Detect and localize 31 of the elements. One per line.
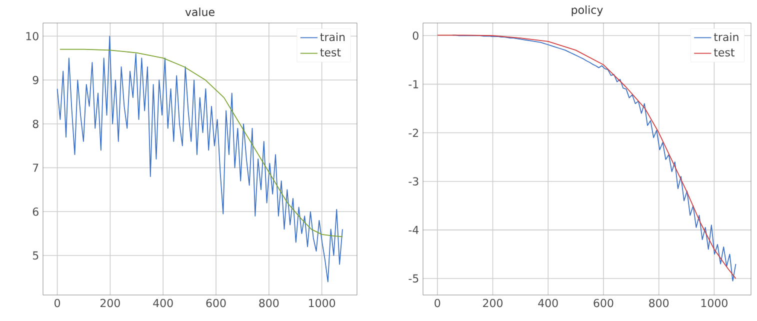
y-tick-label: 5 [32, 251, 38, 260]
x-tick-label: 400 [538, 298, 558, 308]
x-tick-label: 600 [206, 298, 226, 308]
chart-title: policy [572, 5, 603, 16]
y-tick-label: -3 [408, 177, 418, 186]
y-tick-label: -2 [408, 128, 418, 137]
y-tick-label: -4 [408, 226, 419, 234]
x-tick-label: 600 [594, 298, 614, 308]
y-tick-label: 6 [32, 207, 38, 216]
chart-title: value [185, 8, 214, 16]
x-tick-label: 0 [434, 298, 440, 308]
legend-label: test [714, 48, 734, 57]
legend-label: train [320, 32, 345, 42]
x-tick-label: 800 [259, 298, 279, 308]
x-tick-label: 1000 [701, 298, 728, 308]
x-tick-label: 400 [153, 298, 173, 308]
x-tick-label: 200 [100, 298, 120, 308]
legend-label: test [320, 48, 341, 57]
legend-label: train [714, 32, 738, 42]
y-tick-label: 0 [412, 31, 418, 40]
y-tick-label: -1 [408, 80, 418, 88]
y-tick-label: 10 [26, 32, 38, 40]
y-tick-label: 7 [33, 164, 38, 172]
y-tick-label: -5 [408, 274, 418, 283]
y-tick-label: 9 [32, 76, 38, 84]
line-series [59, 48, 343, 238]
x-tick-label: 200 [483, 298, 503, 308]
x-tick-label: 800 [649, 298, 669, 308]
y-tick-label: 8 [32, 120, 38, 128]
x-tick-label: 0 [54, 298, 60, 308]
x-tick-label: 1000 [309, 298, 336, 308]
